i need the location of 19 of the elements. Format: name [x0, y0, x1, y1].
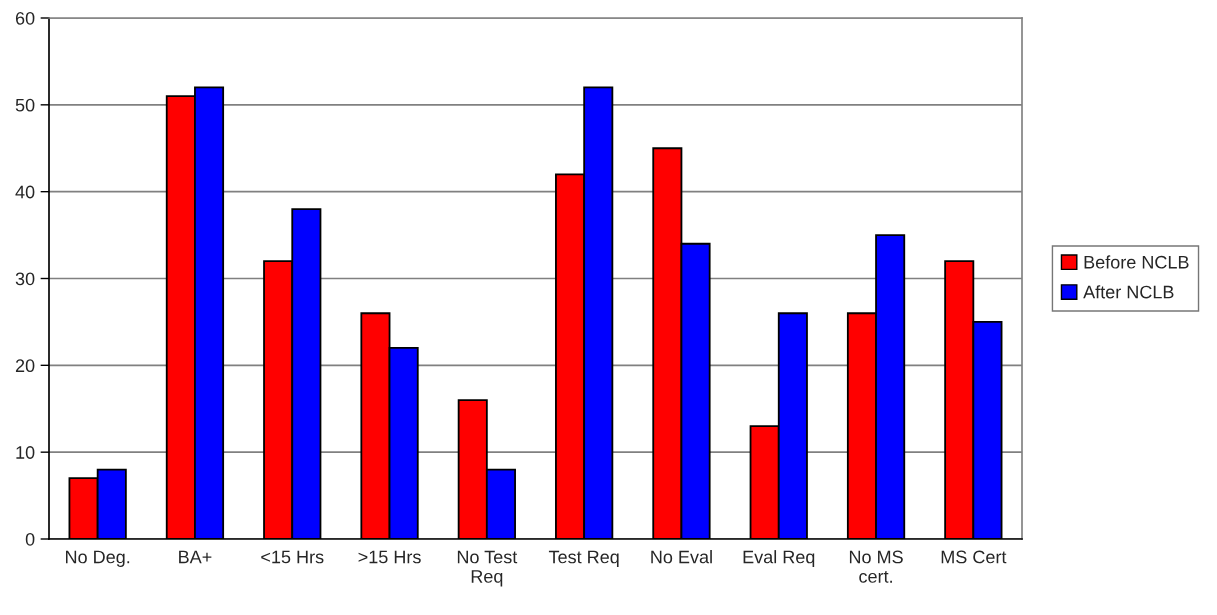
x-tick-label: No Deg.	[66, 550, 130, 567]
legend-label: Before NCLB	[1084, 255, 1189, 269]
x-tick-label: <15 Hrs	[261, 550, 324, 564]
y-tick-label: 10	[16, 446, 35, 459]
legend-label: After NCLB	[1083, 285, 1174, 299]
x-tick-label: No Eval	[651, 550, 712, 564]
y-tick-label: 40	[15, 185, 35, 199]
y-tick-label: 50	[15, 98, 35, 112]
y-tick-label: 30	[15, 272, 35, 286]
x-tick-label: >15 Hrs	[358, 550, 421, 564]
y-tick-label: 20	[15, 359, 35, 373]
x-tick-label: Eval Req	[743, 550, 815, 567]
y-tick-label: 60	[15, 11, 35, 25]
y-tick-label: 0	[25, 532, 35, 546]
x-tick-label: MS Cert	[941, 550, 1007, 564]
x-tick-label: No MS cert.	[849, 550, 903, 583]
x-tick-label: BA+	[179, 550, 212, 564]
x-tick-label: No Test Req	[457, 550, 518, 587]
x-tick-label: Test Req	[548, 550, 619, 567]
